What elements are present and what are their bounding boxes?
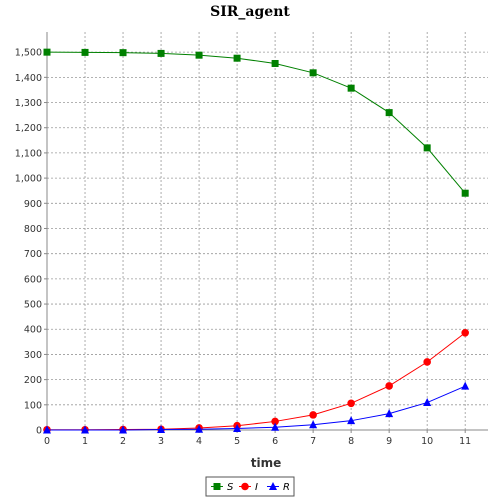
legend-label-r: R [283,482,290,493]
data-point-r [309,420,318,429]
legend-marker-i [241,482,249,491]
series-s [43,48,469,197]
legend-item-s: S [211,482,234,493]
y-tick-label: 400 [24,325,42,336]
y-tick-label: 700 [24,249,42,260]
data-point-r [385,409,394,418]
legend-marker-s [213,483,221,490]
data-point-s [309,69,317,77]
plot-area [47,32,488,430]
data-point-i [309,411,317,419]
x-tick-label: 11 [459,436,471,447]
data-point-i [347,399,355,408]
data-point-r [43,425,51,434]
y-tick-label: 1,000 [15,174,42,185]
data-point-s [461,189,469,197]
data-point-s [271,59,279,67]
x-tick-label: 10 [421,436,433,447]
x-tick-label: 1 [82,436,88,447]
data-point-r [461,381,470,390]
axes: 01002003004005006007008009001,0001,1001,… [15,32,488,447]
series-line-r [47,385,466,431]
y-tick-label: 1,500 [15,48,42,59]
x-tick-label: 0 [44,436,50,447]
legend-label-i: I [255,482,258,493]
data-point-s [385,109,393,117]
legend-item-i: I [239,482,258,493]
y-tick-label: 300 [24,350,42,361]
x-tick-label: 6 [272,436,278,447]
y-tick-label: 500 [24,300,42,311]
data-point-r [423,398,432,407]
legend-label-s: S [227,482,234,493]
data-point-s [81,48,89,56]
data-point-s [233,54,241,62]
data-point-s [347,84,355,92]
series-r [43,381,470,434]
x-tick-label: 9 [386,436,392,447]
series-layer [43,48,470,434]
data-point-r [233,423,242,432]
y-tick-label: 1,400 [15,73,42,84]
legend-marker-r [269,482,277,490]
data-point-s [119,49,127,57]
x-tick-label: 8 [348,436,354,447]
y-tick-label: 1,300 [15,98,42,109]
y-tick-label: 1,100 [15,148,42,159]
chart-title: SIR_agent [210,4,290,20]
data-point-s [423,144,431,152]
data-point-r [119,425,128,434]
data-point-r [81,425,90,434]
data-point-i [423,358,431,366]
data-point-i [461,328,469,337]
data-point-r [157,424,166,433]
x-tick-label: 7 [310,436,316,447]
y-tick-label: 200 [24,375,42,386]
data-point-i [385,382,393,390]
series-line-s [46,51,466,194]
x-tick-label: 3 [158,436,164,447]
y-tick-label: 0 [36,426,42,437]
data-point-s [43,48,51,56]
plot-background [47,32,488,430]
y-tick-label: 600 [24,274,42,285]
y-tick-label: 100 [24,400,42,411]
legend-item-r: R [267,482,290,493]
x-tick-label: 2 [120,436,126,447]
y-tick-label: 1,200 [15,123,42,134]
data-point-r [347,416,356,425]
x-tick-label: 5 [234,436,240,447]
data-point-r [195,424,204,433]
x-axis-label: time [251,456,282,470]
data-point-i [271,417,279,426]
y-tick-label: 800 [24,224,42,235]
data-point-r [271,422,280,431]
data-point-s [195,51,203,59]
y-tick-label: 900 [24,199,42,210]
data-point-s [157,49,165,57]
x-tick-label: 4 [196,436,202,447]
